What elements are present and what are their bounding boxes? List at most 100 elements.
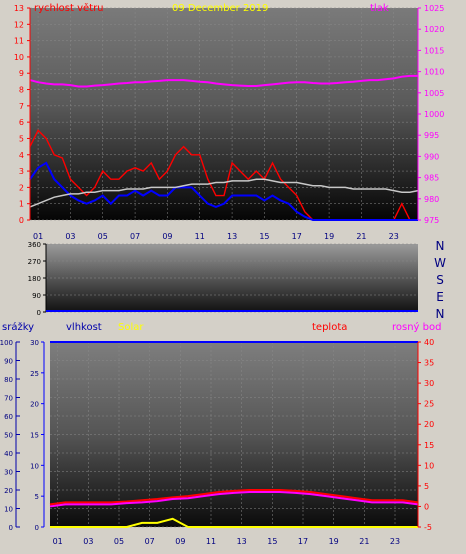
temperature-x-tick-label-10: 21 [359,537,369,546]
wind-series [29,74,419,221]
wind-x-tick-label-9: 19 [324,232,334,241]
pressure-tick-label-10: 1025 [424,4,444,13]
humidity-tick-label-2: 10 [30,462,39,470]
wind-speed-label: rychlost větru [34,2,104,14]
direction-tick-label-2: 180 [28,275,41,283]
temperature-x-tick-label-2: 05 [114,537,124,546]
rain-tick-label-2: 20 [4,487,13,495]
temperature-x-tick-label-11: 23 [390,537,400,546]
compass-label-0: N [436,239,445,253]
pressure-axis: 975 980 985 990 995 1000 1005 1010 1015 1020 1025 [417,4,444,225]
temperature-line [49,489,419,506]
temperature-x-tick-label-7: 15 [267,537,277,546]
temperature-tick-label-5: 20 [424,420,434,429]
temperature-x-tick-label-3: 07 [145,537,155,546]
wind-x-tick-label-4: 09 [162,232,172,241]
rain-tick-label-7: 70 [4,395,13,403]
temperature-x-tick-label-9: 19 [329,537,339,546]
dewpoint-line [49,491,419,508]
rain-label: srážky [2,321,34,333]
pressure-tick-label-2: 985 [424,174,439,183]
compass-label-1: W [434,256,446,270]
wind-speed-tick-label-8: 8 [19,86,24,95]
temperature-axis: -5 0 5 10 15 20 25 30 35 40 [417,338,434,532]
rain-tick-label-5: 50 [4,432,13,440]
temperature-x-axis: 01 03 05 07 09 11 13 15 17 19 21 23 [53,537,401,546]
wind-x-tick-label-6: 13 [227,232,237,241]
rain-tick-label-0: 0 [9,524,13,532]
temperature-tick-label-7: 30 [424,379,434,388]
pressure-label: tlak [370,3,389,14]
pressure-line [29,74,418,88]
temperature-tick-label-6: 25 [424,400,434,409]
wind-x-tick-label-8: 17 [292,232,302,241]
temperature-tick-label-1: 0 [424,502,429,511]
solar-line [50,517,418,528]
temperature-x-tick-label-0: 01 [53,537,63,546]
wind-plot-area [30,8,418,220]
humidity-label: vlhkost [66,322,102,333]
temperature-tick-label-0: -5 [424,523,432,532]
dewpoint-label: rosný bod [392,321,441,333]
temperature-tick-label-3: 10 [424,461,434,470]
wind-x-axis: 01 03 05 07 09 11 13 15 17 19 21 23 [33,232,399,241]
compass-label-2: S [436,273,444,287]
direction-tick-label-3: 270 [28,258,41,266]
temperature-label: teplota [312,322,347,333]
temperature-grid [50,341,418,528]
rain-tick-label-10: 100 [0,339,13,347]
wind-grid [30,7,418,221]
pressure-tick-label-6: 1005 [424,89,444,98]
wind-gust-line [29,161,418,221]
wind-speed-tick-label-2: 2 [19,183,24,192]
rain-tick-label-6: 60 [4,413,13,421]
rain-axis: 0 10 20 30 40 50 60 70 80 90 100 [0,339,20,532]
wind-speed-tick-label-6: 6 [19,118,24,127]
humidity-tick-label-1: 5 [35,493,39,501]
wind-x-tick-label-7: 15 [259,232,269,241]
pressure-tick-label-7: 1010 [424,68,444,77]
wind-speed-tick-label-9: 9 [19,69,24,78]
wind-x-tick-label-5: 11 [195,232,205,241]
direction-tick-label-4: 360 [28,241,41,249]
chart-title: 09 December 2019 [172,3,268,14]
wind-speed-tick-label-12: 12 [14,20,24,29]
pressure-tick-label-0: 975 [424,216,439,225]
rain-tick-label-3: 30 [4,469,13,477]
compass-label-3: E [436,290,444,304]
pressure-tick-label-1: 980 [424,195,439,204]
solar-label: Solar [118,322,144,333]
rain-tick-label-4: 40 [4,450,13,458]
temperature-x-tick-label-1: 03 [83,537,93,546]
pressure-tick-label-9: 1020 [424,25,444,34]
wind-speed-tick-label-13: 13 [14,4,24,13]
rain-tick-label-1: 10 [4,506,13,514]
rain-tick-label-8: 80 [4,376,13,384]
temperature-tick-label-2: 5 [424,482,429,491]
direction-tick-label-0: 0 [37,309,41,317]
wind-speed-tick-label-4: 4 [19,151,24,160]
wind-average-line [29,178,419,208]
humidity-tick-label-3: 15 [30,432,39,440]
temperature-tick-label-9: 40 [424,338,434,347]
temperature-x-tick-label-8: 17 [298,537,308,546]
wind-speed-tick-label-3: 3 [19,167,24,176]
temperature-x-tick-label-6: 13 [237,537,247,546]
humidity-tick-label-0: 0 [35,524,39,532]
wind-x-tick-label-2: 05 [98,232,108,241]
wind-speed-tick-label-0: 0 [19,216,24,225]
wind-speed-tick-label-7: 7 [19,102,24,111]
humidity-axis: 0 5 10 15 20 25 30 [30,339,45,532]
temperature-tick-label-4: 15 [424,441,434,450]
temperature-x-tick-label-5: 11 [206,537,216,546]
pressure-tick-label-8: 1015 [424,46,444,55]
humidity-tick-label-6: 30 [30,339,39,347]
pressure-tick-label-4: 995 [424,131,439,140]
compass-label-4: N [436,307,445,321]
